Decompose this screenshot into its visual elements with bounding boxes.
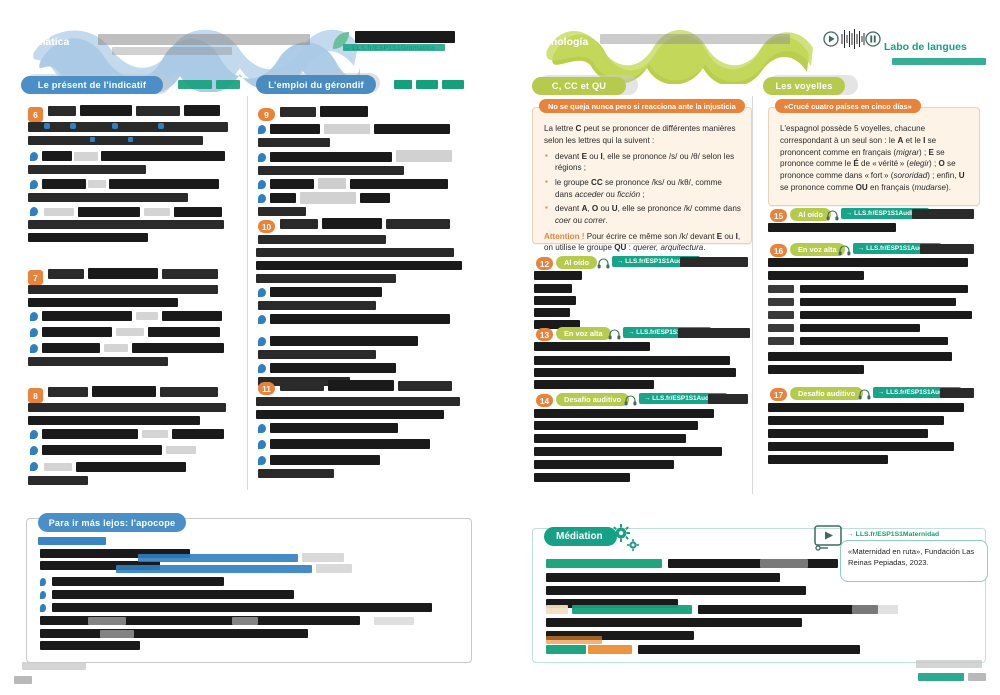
- exercise-number: 14: [536, 394, 553, 407]
- apocope-link[interactable]: [38, 537, 106, 545]
- mediation-badge: [546, 636, 602, 644]
- infobox-bullet: devant E ou I, elle se prononce /s/ ou /…: [545, 150, 741, 175]
- video-url[interactable]: → LLS.fr/ESP1S1Maternidad: [847, 531, 940, 538]
- infobox-c-cc-qu: No se queja nunca pero si reacciona ante…: [532, 99, 752, 252]
- infobox-voyelles: «Crucé cuatro países en cinco días» L'es…: [768, 99, 980, 206]
- exercise-label: Al oído: [790, 208, 832, 221]
- phonology-col1-title: C, CC et QU: [532, 77, 626, 95]
- audio-chip[interactable]: → LLS.fr/ESP1S1Audio17: [858, 387, 961, 400]
- exercise-label: Desafío auditivo: [790, 387, 864, 400]
- audio-link[interactable]: → LLS.fr/ESP1S1Audio12: [612, 256, 700, 267]
- infobox-attention: Attention ! Pour écrire ce même son /k/ …: [544, 231, 741, 253]
- infobox-intro: La lettre C peut se prononcer de différe…: [544, 124, 736, 145]
- headphones-icon: [826, 208, 839, 221]
- video-icon[interactable]: [812, 524, 844, 552]
- headphones-icon: [608, 327, 621, 340]
- para-ir-mas-lejos-title: Para ir más lejos: l'apocope: [38, 513, 186, 532]
- audio-chip[interactable]: → LLS.fr/ESP1S1Audio14: [624, 393, 727, 406]
- infobox-title: No se queja nunca pero si reacciona ante…: [539, 99, 745, 113]
- page-tab-fonologia: Fonología: [520, 30, 620, 53]
- headphones-icon: [858, 387, 871, 400]
- page-number-right: [968, 673, 986, 681]
- headphones-icon: [597, 256, 610, 269]
- redacted-link: [394, 80, 412, 89]
- phonology-banner-brush: [545, 22, 815, 84]
- gear-small-icon: [627, 538, 639, 551]
- mediation-title: Médiation: [544, 527, 617, 546]
- audio-chip[interactable]: → LLS.fr/ESP1S1Audio16: [838, 243, 941, 256]
- exercise-number: 13: [536, 328, 553, 341]
- video-caption: «Maternidad en ruta», Fundación Las Rein…: [840, 540, 988, 582]
- infobox-bullet: devant A, O ou U, elle se prononce /k/ c…: [545, 202, 741, 227]
- mediation-badge: [546, 605, 568, 614]
- redacted-title-line: [98, 34, 310, 45]
- labo-link[interactable]: [892, 58, 986, 65]
- play-icon[interactable]: [823, 31, 839, 47]
- redacted-link: [178, 80, 212, 89]
- audio-link[interactable]: → LLS.fr/ESP1S1Audio13: [623, 327, 711, 338]
- exercise-number: 12: [536, 257, 553, 270]
- exercise-number: 11: [258, 382, 275, 395]
- audio-link[interactable]: → LLS.fr/ESP1S1Audio16: [853, 243, 941, 254]
- redacted-link: [416, 80, 438, 89]
- exercise-number: 10: [258, 220, 275, 233]
- audio-chip[interactable]: → LLS.fr/ESP1S1Audio12: [597, 256, 700, 269]
- exercise-label: Desafío auditivo: [556, 393, 630, 406]
- headphones-icon: [624, 393, 637, 406]
- audio-chip[interactable]: → LLS.fr/ESP1S1Audio15: [826, 208, 929, 221]
- exercise-label: En voz alta: [556, 327, 611, 340]
- attention-label: Attention !: [544, 231, 585, 241]
- exercise-number: 9: [258, 108, 275, 121]
- column-divider: [752, 96, 753, 494]
- grammar-col1-title: Le présent de l'indicatif: [21, 76, 163, 94]
- redacted-text: [355, 31, 455, 43]
- infobox-bullets: devant E ou I, elle se prononce /s/ ou /…: [544, 150, 741, 227]
- link-highlight: [343, 44, 445, 51]
- footer-redacted: [22, 662, 86, 670]
- leaf-icon: [330, 30, 352, 52]
- footer-link[interactable]: [918, 673, 964, 681]
- mediation-step-title: [546, 645, 586, 654]
- headphones-icon: [838, 243, 851, 256]
- exercise-number: 16: [770, 244, 787, 257]
- page-tab-label: Gramática: [18, 35, 70, 48]
- audio-link[interactable]: → LLS.fr/ESP1S1Audio14: [639, 393, 727, 404]
- audio-link[interactable]: → LLS.fr/ESP1S1Audio17: [873, 387, 961, 398]
- pause-icon[interactable]: [865, 31, 881, 47]
- exercise-label: En voz alta: [790, 243, 845, 256]
- redacted-title-line: [600, 34, 790, 44]
- infobox-bullet: le groupe CC se prononce /ks/ ou /kθ/, c…: [545, 176, 741, 201]
- exercise-label: Al oído: [556, 256, 598, 269]
- redacted-link: [216, 80, 240, 89]
- exercise-number: 17: [770, 388, 787, 401]
- page-tab-label: Fonología: [538, 35, 589, 48]
- footer-redacted: [916, 660, 982, 668]
- exercise-number: 6: [28, 107, 43, 122]
- grammar-col2-title: L'emploi du gérondif: [256, 75, 376, 94]
- infobox-title: «Crucé cuatro países en cinco días»: [775, 99, 921, 113]
- waveform-icon: [841, 28, 865, 50]
- redacted-link: [442, 80, 464, 89]
- labo-de-langues-label: Labo de langues: [884, 41, 967, 53]
- redacted-title-line: [112, 47, 232, 55]
- gear-icon: [612, 524, 630, 542]
- exercise-number: 7: [28, 270, 43, 285]
- page-tab-gramatica: Gramática: [0, 30, 102, 53]
- exercise-number: 15: [770, 209, 787, 222]
- phonology-col2-title: Les voyelles: [763, 77, 845, 95]
- infobox-text: L'espagnol possède 5 voyelles, chacune c…: [780, 124, 965, 193]
- page-number-left: [14, 676, 32, 684]
- audio-link[interactable]: → LLS.fr/ESP1S1Audio15: [841, 208, 929, 219]
- audio-chip[interactable]: → LLS.fr/ESP1S1Audio13: [608, 327, 711, 340]
- mediation-step-title: [572, 605, 692, 614]
- column-divider: [247, 96, 248, 490]
- exercise-number: 8: [28, 388, 43, 403]
- mediation-step-title: [546, 559, 662, 568]
